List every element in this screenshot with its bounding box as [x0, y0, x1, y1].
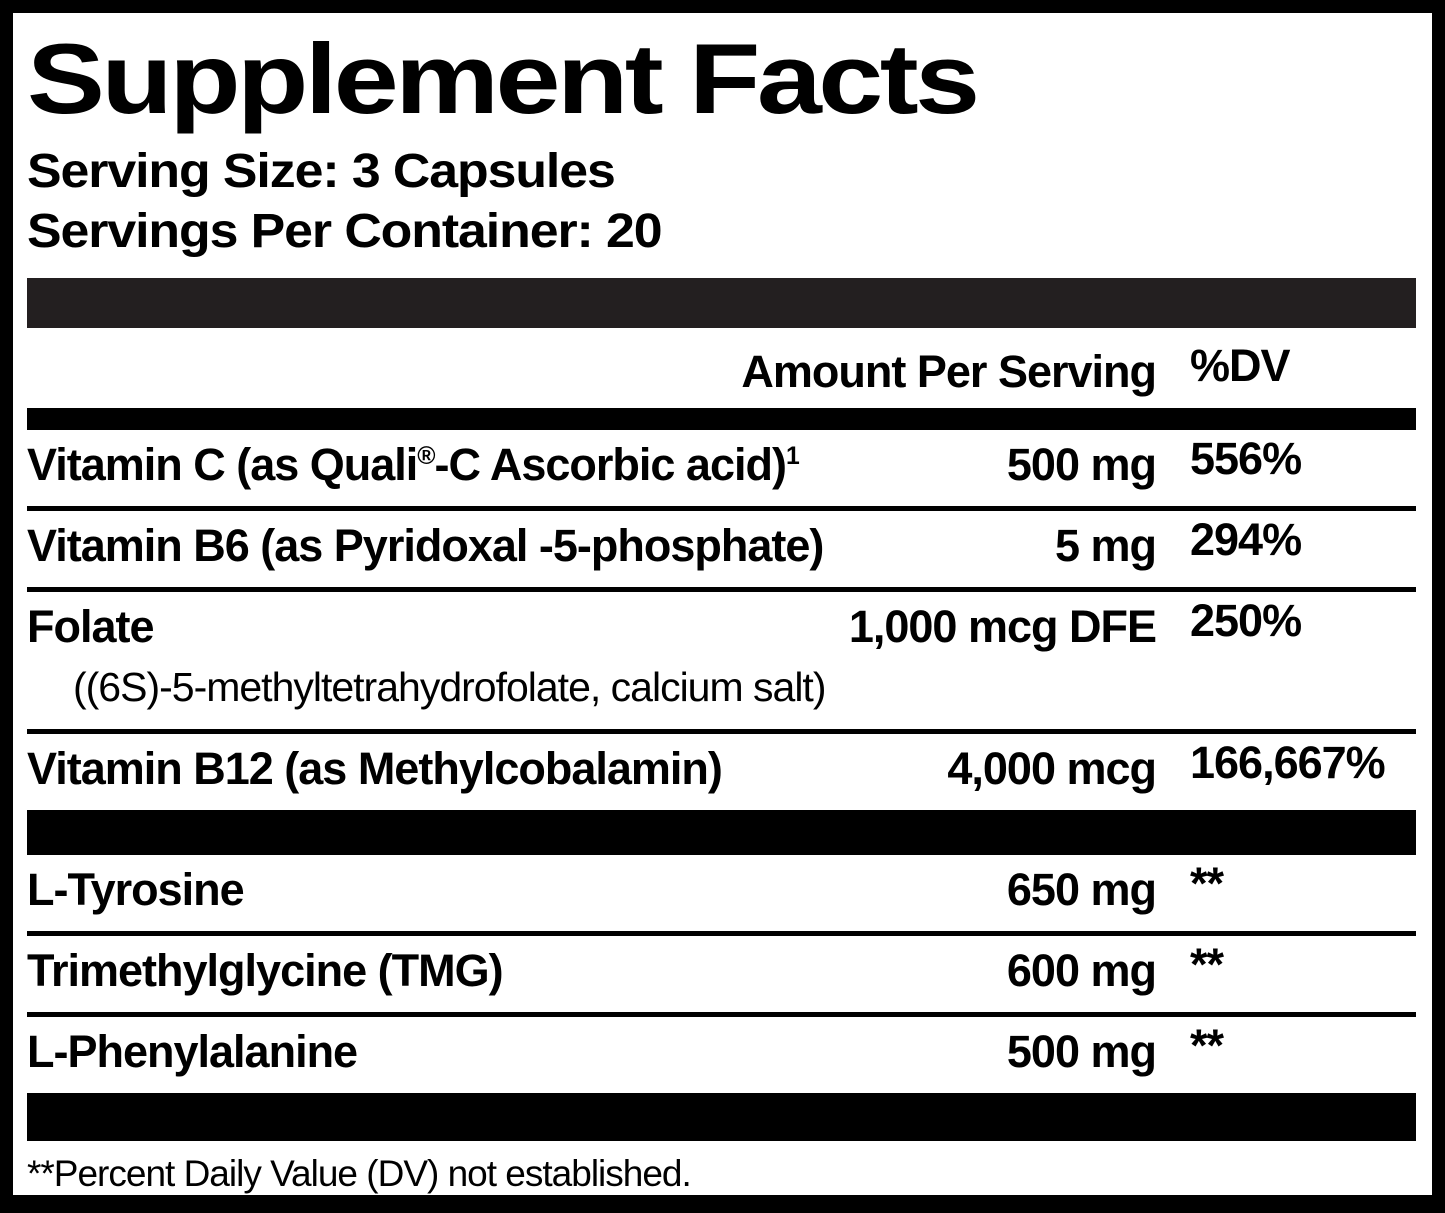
nutrient-name-part: -C Ascorbic acid)	[434, 438, 787, 490]
serving-info: Serving Size: 3 Capsules Servings Per Co…	[27, 142, 1416, 262]
nutrient-amount: 500 mg	[1006, 438, 1157, 490]
divider-bar-middle	[27, 809, 1416, 855]
nutrient-amount: 600 mg	[1006, 944, 1157, 996]
table-row-vitamin-b12: Vitamin B12 (as Methylcobalamin) 4,000 m…	[27, 728, 1416, 810]
row-line: L-Tyrosine 650 mg **	[27, 855, 1416, 931]
servings-per-container-line: Servings Per Container: 20	[27, 202, 1416, 262]
divider-bar-under-header	[27, 407, 1416, 430]
nutrient-name: Trimethylglycine (TMG)	[27, 944, 504, 996]
column-header-dv: %DV	[1190, 339, 1291, 391]
nutrient-name-part: Vitamin C (as Quali	[27, 438, 418, 490]
serving-size-text: Serving Size: 3 Capsules	[27, 144, 616, 198]
nutrient-dv: **	[1190, 938, 1224, 990]
footnote: **Percent Daily Value (DV) not establish…	[27, 1152, 692, 1194]
nutrient-name: Folate	[27, 600, 155, 652]
nutrient-name: Vitamin B6 (as Pyridoxal -5-phosphate)	[27, 519, 824, 571]
row-line: Vitamin B6 (as Pyridoxal -5-phosphate) 5…	[27, 511, 1416, 587]
nutrient-amount: 4,000 mcg	[947, 742, 1157, 794]
table-row-trimethylglycine: Trimethylglycine (TMG) 600 mg **	[27, 930, 1416, 1012]
nutrient-dv: 294%	[1190, 513, 1302, 565]
nutrient-dv: **	[1190, 1019, 1224, 1071]
registered-trademark-mark: ®	[417, 442, 435, 470]
nutrient-dv: **	[1190, 857, 1224, 909]
footnote-reference-mark: 1	[785, 442, 800, 470]
column-header-row: Amount Per Serving %DV	[27, 328, 1416, 408]
row-line: L-Phenylalanine 500 mg **	[27, 1017, 1416, 1093]
divider-bar-top	[27, 277, 1416, 328]
table-row-vitamin-b6: Vitamin B6 (as Pyridoxal -5-phosphate) 5…	[27, 505, 1416, 587]
nutrient-amount: 500 mg	[1006, 1025, 1157, 1077]
nutrient-subname: ((6S)-5-methyltetrahydrofolate, calcium …	[73, 663, 826, 710]
row-line: Folate 1,000 mcg DFE 250%	[27, 592, 1416, 668]
table-row-l-tyrosine: L-Tyrosine 650 mg **	[27, 855, 1416, 931]
table-row-vitamin-c: Vitamin C (as Quali®-C Ascorbic acid)1 5…	[27, 430, 1416, 506]
page-title-text: Supplement Facts	[27, 23, 980, 134]
row-line: Vitamin B12 (as Methylcobalamin) 4,000 m…	[27, 734, 1416, 810]
nutrient-dv: 250%	[1190, 594, 1302, 646]
nutrient-name: Vitamin B12 (as Methylcobalamin)	[27, 742, 723, 794]
column-header-amount: Amount Per Serving	[741, 345, 1157, 397]
nutrient-amount: 650 mg	[1006, 863, 1157, 915]
divider-bar-bottom	[27, 1092, 1416, 1141]
nutrient-dv: 556%	[1190, 432, 1302, 484]
page-title: Supplement Facts	[27, 23, 1416, 134]
table-row-folate: Folate 1,000 mcg DFE 250% ((6S)-5-methyl…	[27, 586, 1416, 729]
servings-per-container-text: Servings Per Container: 20	[27, 204, 663, 258]
nutrient-dv: 166,667%	[1190, 736, 1386, 788]
table-row-l-phenylalanine: L-Phenylalanine 500 mg **	[27, 1011, 1416, 1093]
serving-size-line: Serving Size: 3 Capsules	[27, 142, 1416, 202]
nutrient-amount: 1,000 mcg DFE	[848, 600, 1157, 652]
row-line: Trimethylglycine (TMG) 600 mg **	[27, 936, 1416, 1012]
nutrient-name: Vitamin C (as Quali®-C Ascorbic acid)1	[27, 439, 1007, 491]
nutrient-name: L-Phenylalanine	[27, 1025, 358, 1077]
row-line: Vitamin C (as Quali®-C Ascorbic acid)1 5…	[27, 430, 1416, 506]
nutrient-amount: 5 mg	[1054, 519, 1157, 571]
nutrient-name: L-Tyrosine	[27, 863, 245, 915]
